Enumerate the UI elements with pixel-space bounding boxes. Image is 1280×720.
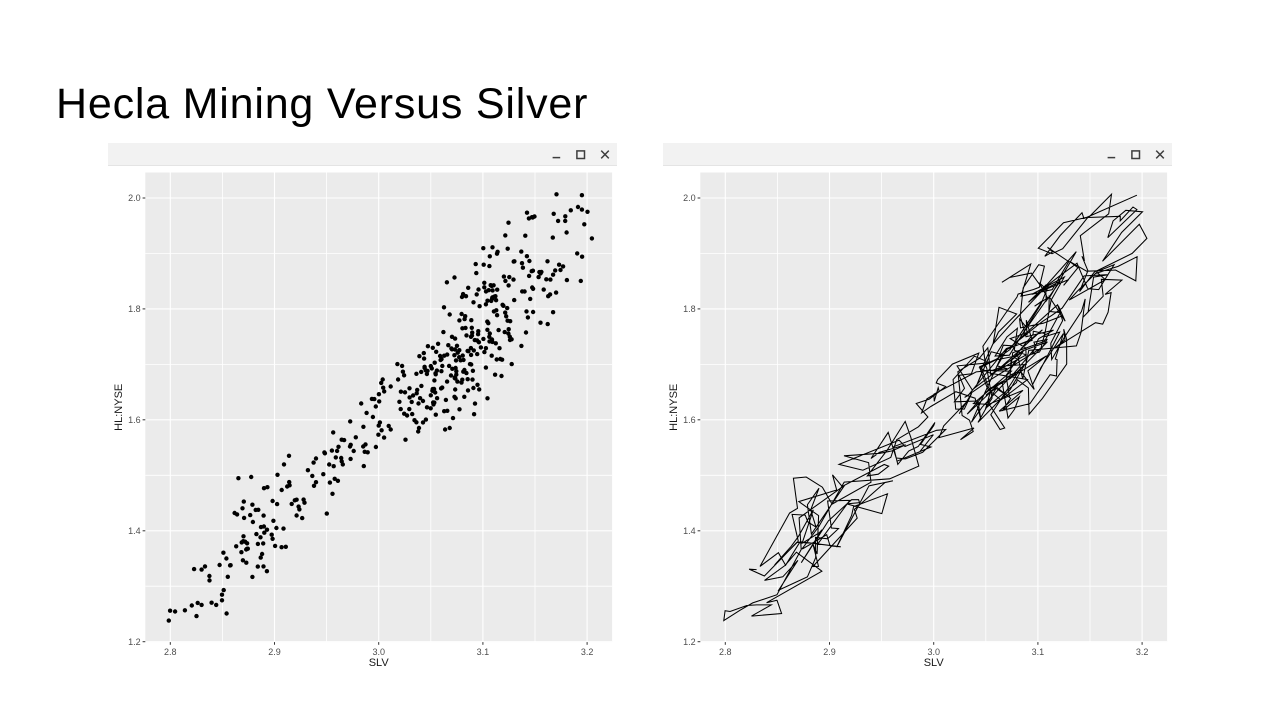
- svg-text:SLV: SLV: [924, 657, 945, 669]
- svg-text:1.4: 1.4: [128, 526, 141, 536]
- svg-text:2.9: 2.9: [268, 647, 281, 657]
- svg-text:1.2: 1.2: [128, 637, 141, 647]
- svg-text:3.2: 3.2: [1136, 647, 1149, 657]
- svg-text:2.0: 2.0: [683, 193, 696, 203]
- svg-text:3.1: 3.1: [477, 647, 490, 657]
- svg-text:2.0: 2.0: [128, 193, 141, 203]
- svg-text:1.6: 1.6: [128, 415, 141, 425]
- svg-text:1.4: 1.4: [683, 526, 696, 536]
- svg-text:1.8: 1.8: [128, 304, 141, 314]
- svg-text:3.0: 3.0: [927, 647, 940, 657]
- svg-text:1.8: 1.8: [683, 304, 696, 314]
- svg-text:HL:NYSE: HL:NYSE: [113, 384, 125, 431]
- svg-text:3.0: 3.0: [372, 647, 385, 657]
- svg-text:3.2: 3.2: [581, 647, 594, 657]
- svg-text:1.2: 1.2: [683, 637, 696, 647]
- svg-text:3.1: 3.1: [1032, 647, 1045, 657]
- svg-text:HL:NYSE: HL:NYSE: [668, 384, 680, 431]
- svg-text:2.8: 2.8: [719, 647, 732, 657]
- svg-text:1.6: 1.6: [683, 415, 696, 425]
- svg-text:SLV: SLV: [369, 657, 390, 669]
- svg-text:2.8: 2.8: [164, 647, 177, 657]
- svg-text:2.9: 2.9: [823, 647, 836, 657]
